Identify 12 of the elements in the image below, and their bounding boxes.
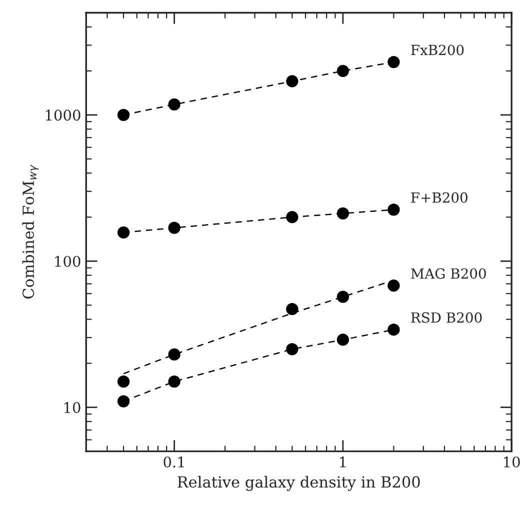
series-label: FxB200 <box>411 44 464 56</box>
x-tick-label: 1 <box>340 456 346 468</box>
x-axis-title: Relative galaxy density in B200 <box>178 476 420 491</box>
series-label: MAG B200 <box>411 268 486 279</box>
y-axis-title: Combined FoM$_{wγ}$ <box>22 164 39 299</box>
x-tick-label: 10 <box>504 456 520 468</box>
series-label: RSD B200 <box>411 312 482 323</box>
y-tick-label: 10 <box>64 402 80 414</box>
y-tick-label: 100 <box>55 256 80 267</box>
x-tick-label: 0.1 <box>164 456 184 468</box>
y-tick-label: 1000 <box>46 110 80 121</box>
series-label: F+B200 <box>411 192 468 203</box>
